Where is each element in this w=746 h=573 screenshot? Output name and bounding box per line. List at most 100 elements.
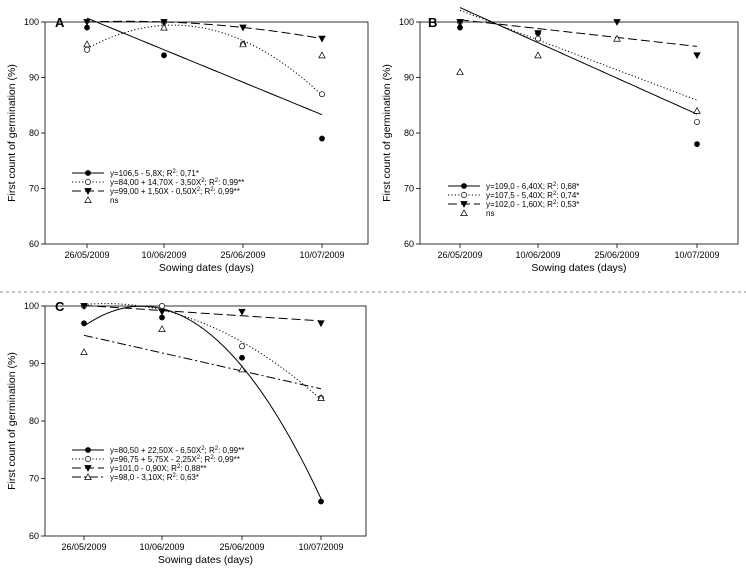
x-tick-label: 10/07/2009 [299,250,344,260]
legend-equation-series-1: y=106,5 - 5,8X; R2: 0,71* [110,169,199,178]
legend-marker-series-3 [84,465,92,472]
data-point-series-3 [239,24,247,32]
legend-marker-series-1 [85,447,91,453]
panel-label: A [55,15,65,30]
data-point-series-3 [456,19,464,26]
x-axis-label: Sowing dates (days) [531,262,626,274]
y-tick-label: 70 [29,184,39,194]
data-point-series-2 [159,303,165,309]
data-point-series-4 [613,34,621,42]
legend-marker-series-3 [84,188,92,195]
data-point-series-1 [81,320,87,327]
data-point-series-3 [534,30,542,37]
data-point-series-4 [456,68,464,75]
x-tick-label: 10/06/2009 [139,542,184,552]
plot-area-frame [44,21,369,245]
x-tick-label: 10/07/2009 [298,542,343,552]
data-point-series-4 [83,40,91,48]
x-tick-label: 25/06/2009 [594,250,639,260]
chart-panel-c: 60 70 80 90 100 26/05/2009 10/06/2009 25/06/200… [6,299,367,566]
fit-line-series-3 [83,304,322,322]
y-tick-label: 90 [29,73,39,83]
y-tick-label: 60 [29,239,39,249]
data-point-series-4 [239,40,247,48]
legend: y=109,0 - 6,40X; R2: 0,68*y=107,5 - 5,40… [448,182,579,218]
x-tick-label: 10/06/2009 [141,250,186,260]
data-point-series-2 [239,343,245,350]
legend-equation-series-2: y=96,75 + 5,75X - 2,25X2; R2: 0,99** [110,455,240,464]
y-axis-label: First count of germination (%) [6,64,18,202]
y-tick-label: 100 [24,17,39,27]
y-tick-label: 80 [404,128,414,138]
data-point-series-4 [238,365,246,373]
data-point-series-3 [318,35,326,43]
fit-line-series-3 [459,19,698,47]
data-point-series-1 [694,141,700,147]
y-tick-label: 100 [24,301,39,311]
fit-line-series-1 [459,7,698,115]
chart-panel-a: 60 70 80 90 100 26/05/2009 10/06/2009 25/06/200… [6,15,369,274]
y-tick-label: 70 [404,184,414,194]
panel-label: B [428,15,437,30]
x-tick-label: 26/05/2009 [64,250,109,260]
fit-line-series-1 [86,17,323,116]
legend-marker-series-1 [461,183,467,189]
x-tick-label: 26/05/2009 [61,542,106,552]
data-point-series-3 [693,52,701,60]
data-point-series-2 [319,91,325,98]
y-axis-label: First count of germination (%) [6,352,18,490]
data-point-series-4 [318,51,326,59]
fit-line-series-2 [86,24,323,96]
y-tick-label: 100 [399,17,414,27]
y-tick-label: 90 [29,359,39,369]
data-point-series-3 [158,308,166,316]
data-point-series-4 [158,325,166,332]
plot-area-frame [44,305,367,537]
fit-line-series-4 [83,334,322,390]
y-tick-label: 60 [404,239,414,249]
fit-line-series-2 [459,9,698,101]
x-axis-label: Sowing dates (days) [159,262,254,274]
x-tick-label: 10/07/2009 [674,250,719,260]
data-point-series-3 [613,19,621,26]
x-axis-label: Sowing dates (days) [158,554,253,566]
data-point-series-1 [318,498,324,505]
data-point-series-1 [159,314,165,321]
y-tick-label: 80 [29,128,39,138]
legend-equation-series-3: y=99,00 + 1,50X - 0,50X2; R2: 0,99** [110,187,240,196]
y-tick-label: 90 [404,73,414,83]
legend-equation-series-2: y=107,5 - 5,40X; R2: 0,74* [486,191,579,200]
data-point-series-4 [160,23,168,31]
y-tick-label: 60 [29,531,39,541]
chart-panel-b: 60 70 80 90 100 26/05/2009 10/06/2009 25/06/200… [381,7,739,274]
data-point-series-2 [84,46,90,53]
plot-area-frame [419,21,739,245]
x-tick-label: 10/06/2009 [515,250,560,260]
legend-marker-series-3 [460,201,468,208]
legend-equation-series-4: ns [110,196,118,205]
data-point-series-1 [319,135,325,142]
data-point-series-4 [534,51,542,59]
legend-equation-series-3: y=101,0 - 0,90X; R2: 0,88** [110,464,207,473]
legend-equation-series-1: y=80,50 + 22,50X - 6,50X2; R2: 0,99** [110,446,244,455]
data-point-series-4 [317,394,325,401]
legend-marker-series-1 [85,170,91,176]
legend-marker-series-4 [84,196,92,203]
data-point-series-1 [161,52,167,59]
fit-line-series-2 [83,303,322,400]
legend-equation-series-1: y=109,0 - 6,40X; R2: 0,68* [486,182,579,191]
x-tick-label: 25/06/2009 [219,542,264,552]
data-point-series-2 [694,118,700,125]
legend-marker-series-2 [85,179,91,185]
data-point-series-3 [160,19,168,26]
legend: y=80,50 + 22,50X - 6,50X2; R2: 0,99**y=9… [72,446,244,482]
legend: y=106,5 - 5,8X; R2: 0,71*y=84,00 + 14,70… [72,169,244,205]
y-axis-label: First count of germination (%) [381,64,393,202]
data-point-series-3 [83,19,91,26]
legend-equation-series-4: ns [486,209,494,218]
legend-equation-series-2: y=84,00 + 14,70X - 3,50X2; R2: 0,99** [110,178,244,187]
data-point-series-3 [238,308,246,316]
data-point-series-4 [80,348,88,355]
legend-marker-series-2 [461,192,467,198]
